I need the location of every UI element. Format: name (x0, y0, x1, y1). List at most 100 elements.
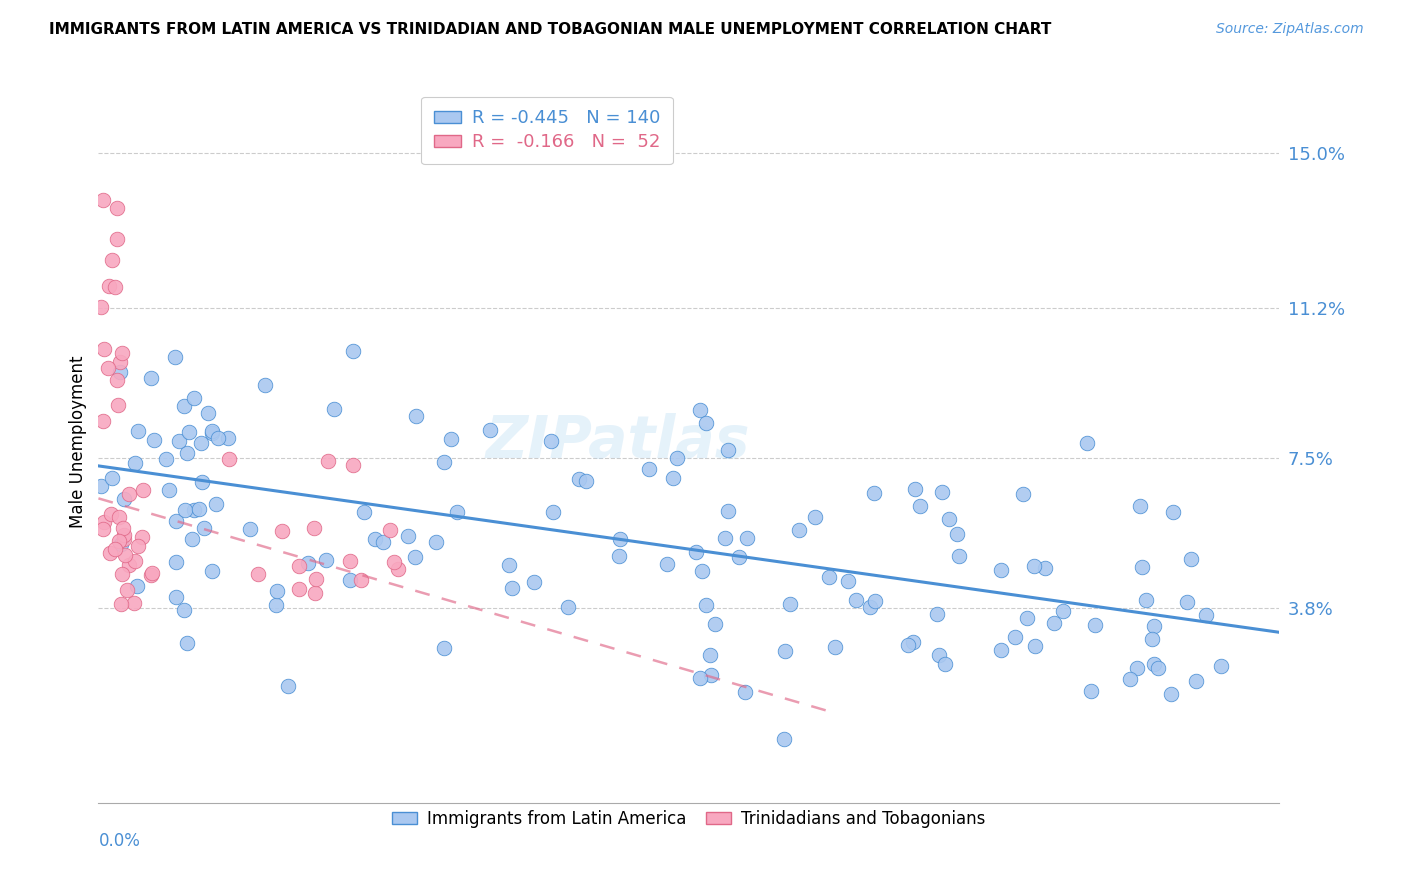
Point (1080, 684, 1102, 698)
Point (353, 505, 375, 519)
Point (695, 598, 717, 612)
Point (173, 602, 195, 616)
Point (112, 521, 135, 535)
Point (183, 503, 205, 517)
Point (1015, 611, 1038, 625)
Point (350, 573, 373, 587)
Point (478, 424, 501, 438)
Point (201, 424, 224, 438)
Point (218, 452, 240, 467)
Point (101, 471, 124, 485)
Point (440, 432, 463, 446)
Point (342, 458, 364, 473)
Point (990, 563, 1012, 577)
Point (700, 668, 723, 682)
Point (382, 555, 405, 569)
Point (772, 732, 794, 747)
Point (824, 640, 846, 655)
Point (609, 533, 631, 547)
Point (1004, 630, 1026, 644)
Point (105, 373, 128, 387)
Point (433, 640, 456, 655)
Point (174, 503, 197, 517)
Point (165, 555, 187, 569)
Point (98, 546, 121, 560)
Point (197, 406, 219, 420)
Point (1022, 558, 1045, 573)
Point (523, 575, 546, 590)
Point (173, 399, 195, 413)
Point (363, 532, 385, 546)
Point (1052, 605, 1074, 619)
Point (239, 522, 262, 536)
Point (501, 581, 523, 595)
Point (1143, 619, 1166, 633)
Point (141, 371, 163, 385)
Point (167, 434, 190, 448)
Point (305, 572, 328, 586)
Point (862, 485, 884, 500)
Point (107, 398, 129, 412)
Point (193, 521, 215, 535)
Point (845, 592, 868, 607)
Point (183, 392, 205, 406)
Point (112, 491, 135, 506)
Point (163, 350, 186, 364)
Point (540, 434, 562, 449)
Point (699, 648, 721, 663)
Point (201, 425, 224, 440)
Point (108, 509, 131, 524)
Point (93, 515, 115, 529)
Text: IMMIGRANTS FROM LATIN AMERICA VS TRINIDADIAN AND TOBAGONIAN MALE UNEMPLOYMENT CO: IMMIGRANTS FROM LATIN AMERICA VS TRINIDA… (49, 22, 1052, 37)
Point (176, 445, 198, 459)
Point (373, 535, 395, 549)
Point (125, 579, 148, 593)
Point (124, 554, 146, 568)
Point (657, 557, 679, 571)
Point (925, 607, 948, 622)
Point (689, 671, 711, 685)
Point (141, 566, 163, 580)
Point (111, 566, 134, 581)
Point (904, 482, 927, 496)
Point (1160, 687, 1182, 701)
Point (1161, 505, 1184, 519)
Point (176, 636, 198, 650)
Point (124, 456, 146, 470)
Point (396, 529, 419, 543)
Point (938, 512, 960, 526)
Point (93, 414, 115, 428)
Point (638, 461, 661, 475)
Point (246, 566, 269, 581)
Point (108, 533, 131, 548)
Point (714, 531, 737, 545)
Point (105, 202, 128, 216)
Point (104, 541, 127, 556)
Point (342, 343, 364, 358)
Point (177, 425, 200, 439)
Point (1043, 615, 1066, 630)
Point (127, 424, 149, 438)
Point (575, 475, 598, 489)
Point (1135, 593, 1157, 607)
Point (112, 532, 135, 546)
Point (779, 597, 801, 611)
Point (297, 556, 319, 570)
Point (1129, 499, 1152, 513)
Point (1126, 660, 1149, 674)
Point (928, 648, 950, 662)
Point (859, 600, 882, 615)
Point (498, 558, 520, 573)
Point (122, 596, 145, 610)
Point (717, 442, 740, 457)
Point (304, 585, 326, 599)
Point (1130, 560, 1153, 574)
Point (111, 346, 134, 360)
Point (433, 455, 456, 469)
Point (1147, 661, 1170, 675)
Point (207, 431, 229, 445)
Point (735, 531, 758, 545)
Point (190, 475, 212, 489)
Point (93, 193, 115, 207)
Point (990, 642, 1012, 657)
